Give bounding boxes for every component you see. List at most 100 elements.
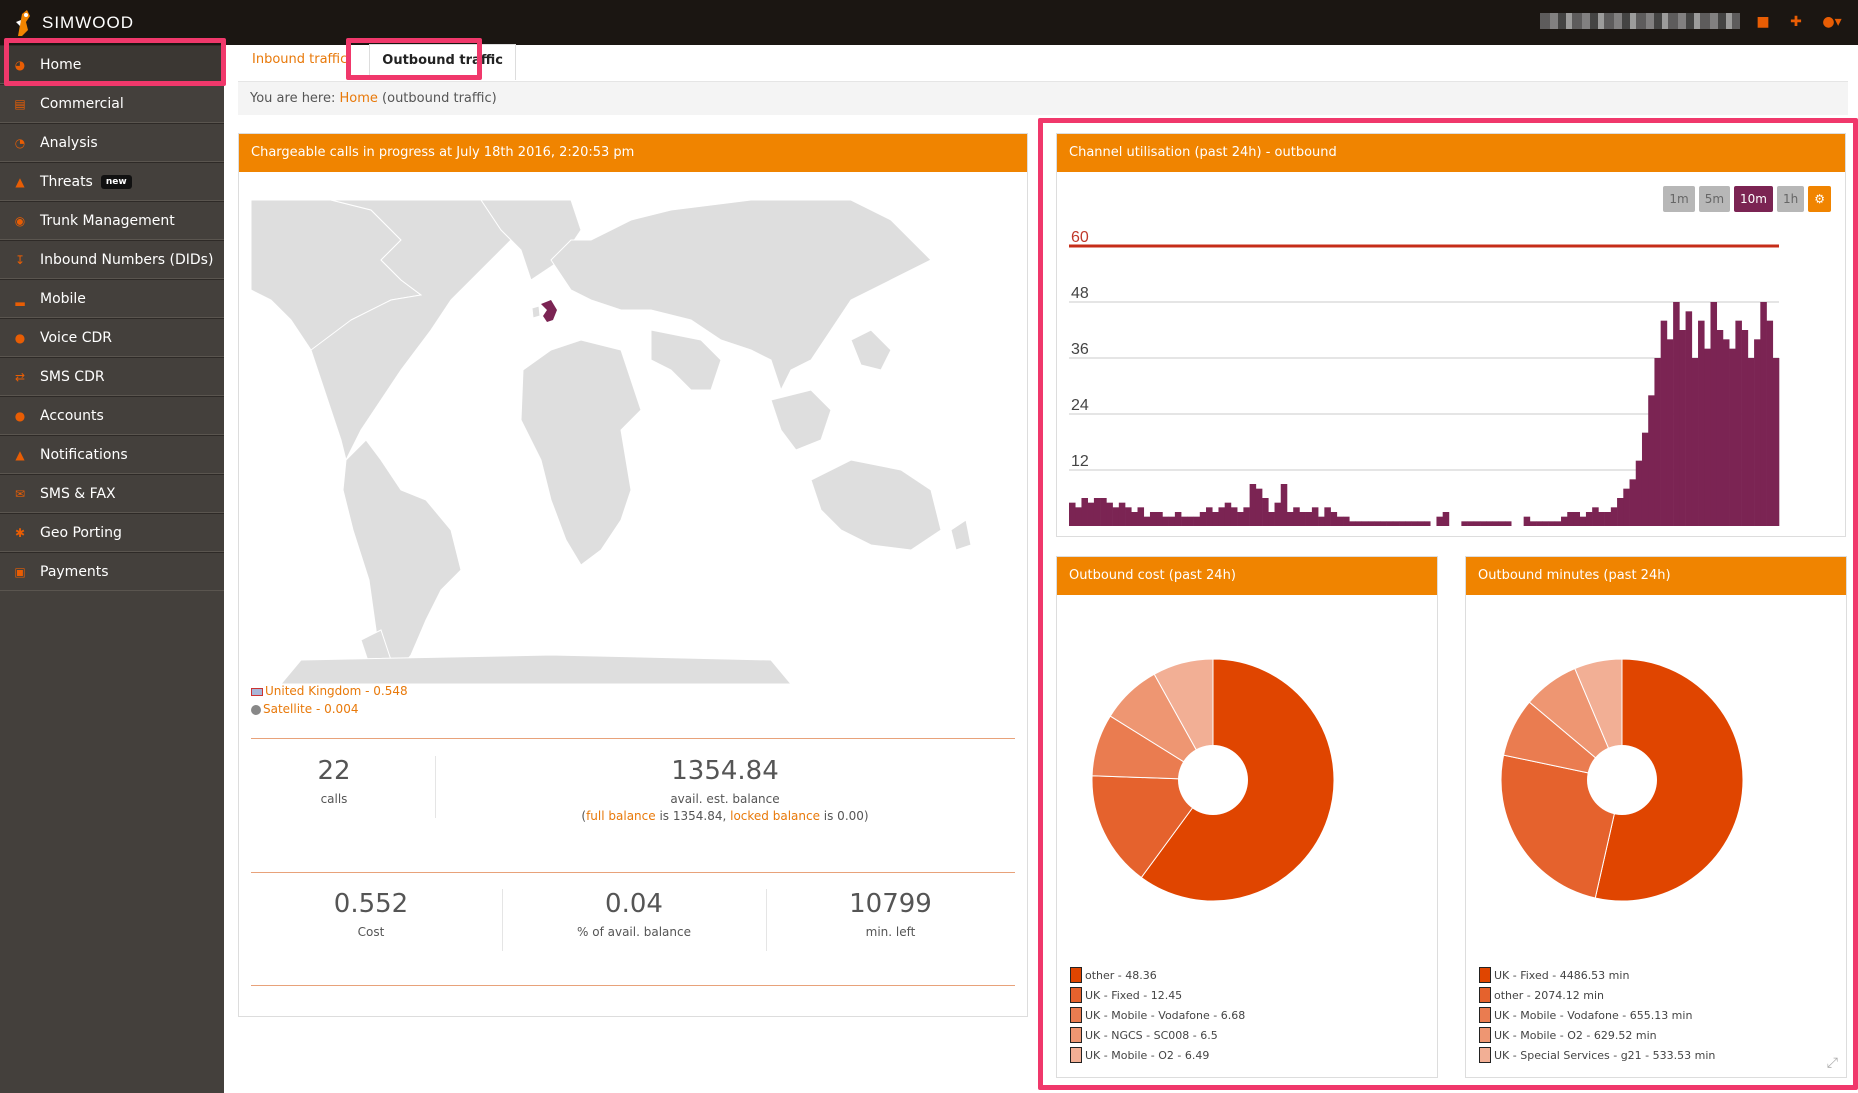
range-5m-button[interactable]: 5m — [1698, 186, 1731, 212]
country-row-satellite[interactable]: Satellite - 0.004 — [251, 700, 408, 718]
range-1h-button[interactable]: 1h — [1776, 186, 1805, 212]
chart-bar — [1729, 348, 1736, 526]
chart-bar — [1623, 488, 1630, 526]
gears-icon[interactable]: ⚙ — [1808, 186, 1831, 212]
legend-item[interactable]: UK - Mobile - O2 - 629.52 min — [1479, 1025, 1715, 1045]
country-uk-link[interactable]: United Kingdom - 0.548 — [265, 684, 408, 698]
chart-bar — [1585, 512, 1593, 526]
chart-bar — [1660, 320, 1668, 526]
legend-item[interactable]: other - 48.36 — [1070, 965, 1245, 985]
sidebar-item-inbound-numbers[interactable]: ↧ Inbound Numbers (DIDs) — [0, 240, 224, 279]
divider — [251, 738, 1015, 739]
chart-bar — [1436, 516, 1443, 526]
legend-swatch — [1070, 1027, 1082, 1043]
divider — [251, 985, 1015, 986]
country-row-uk[interactable]: United Kingdom - 0.548 — [251, 682, 408, 700]
outbound-cost-panel: Outbound cost (past 24h) other - 48.36 UK… — [1056, 556, 1438, 1078]
outbound-minutes-legend: UK - Fixed - 4486.53 min other - 2074.12 … — [1479, 965, 1715, 1065]
chat-icon: ● — [14, 330, 26, 345]
outbound-cost-pie — [1091, 658, 1335, 902]
chart-bar — [1548, 521, 1556, 526]
chart-bar — [1635, 460, 1643, 526]
sidebar-item-trunk-management[interactable]: ◉ Trunk Management — [0, 201, 224, 240]
legend-label: UK - Mobile - O2 - 6.49 — [1085, 1048, 1210, 1062]
full-balance-text: is 1354.84, — [655, 809, 731, 823]
sidebar-item-label: Home — [40, 56, 82, 73]
country-satellite-link[interactable]: Satellite - 0.004 — [263, 702, 359, 716]
chart-bar — [1174, 512, 1182, 526]
divider — [251, 872, 1015, 873]
chart-bar — [1112, 507, 1120, 526]
legend-swatch — [1479, 1007, 1491, 1023]
sidebar-item-notifications[interactable]: ▲ Notifications — [0, 435, 224, 474]
sidebar-item-analysis[interactable]: ◔ Analysis — [0, 123, 224, 162]
outbound-cost-legend: other - 48.36 UK - Fixed - 12.45 UK - Mobi… — [1070, 965, 1245, 1065]
chart-bar — [1610, 507, 1618, 526]
chart-bar — [1187, 516, 1194, 526]
legend-item[interactable]: other - 2074.12 min — [1479, 985, 1715, 1005]
chart-bar — [1486, 521, 1493, 526]
money-icon: ▣ — [14, 564, 26, 579]
chart-bar — [1168, 516, 1176, 526]
legend-label: other - 2074.12 min — [1494, 988, 1604, 1002]
support-icon[interactable]: ✚ — [1790, 14, 1802, 30]
chart-bar — [1523, 516, 1531, 526]
percent-balance-label: % of avail. balance — [577, 925, 691, 939]
chart-bar — [1343, 516, 1350, 526]
sidebar-item-label: Commercial — [40, 95, 124, 112]
sidebar-item-home[interactable]: ◕ Home — [0, 45, 224, 84]
legend-item[interactable]: UK - Fixed - 12.45 — [1070, 985, 1245, 1005]
legend-item[interactable]: UK - Special Services - g21 - 533.53 min — [1479, 1045, 1715, 1065]
range-10m-button[interactable]: 10m — [1734, 186, 1773, 212]
sidebar-item-sms-cdr[interactable]: ⇄ SMS CDR — [0, 357, 224, 396]
pie-slice[interactable] — [1091, 775, 1214, 879]
chat-icon[interactable]: ■ — [1756, 14, 1770, 30]
legend-item[interactable]: UK - NGCS - SC008 - 6.5 — [1070, 1025, 1245, 1045]
tab-outbound-traffic[interactable]: Outbound traffic — [369, 44, 516, 80]
sidebar-item-threats[interactable]: ▲ Threats new — [0, 162, 224, 201]
chart-bar — [1361, 521, 1369, 526]
chart-bar — [1230, 507, 1238, 526]
legend-item[interactable]: UK - Mobile - O2 - 6.49 — [1070, 1045, 1245, 1065]
sidebar-item-payments[interactable]: ▣ Payments — [0, 552, 224, 591]
chart-bar — [1747, 358, 1755, 526]
chart-bar — [1125, 507, 1132, 526]
legend-swatch — [1070, 987, 1082, 1003]
legend-item[interactable]: UK - Fixed - 4486.53 min — [1479, 965, 1715, 985]
sidebar-item-mobile[interactable]: ▂ Mobile — [0, 279, 224, 318]
pie-slice[interactable] — [1594, 658, 1744, 902]
chart-bar — [1666, 339, 1674, 526]
breadcrumb-home-link[interactable]: Home — [339, 91, 378, 106]
full-balance-link[interactable]: full balance — [586, 809, 656, 823]
sidebar-item-geo-porting[interactable]: ✱ Geo Porting — [0, 513, 224, 552]
chart-bar — [1224, 502, 1232, 526]
donut-hole — [1587, 745, 1657, 815]
speedometer-icon: ◕ — [14, 57, 26, 72]
chart-bar — [1367, 521, 1375, 526]
legend-label: UK - Mobile - Vodafone - 655.13 min — [1494, 1008, 1693, 1022]
chart-bar — [1218, 507, 1226, 526]
chart-bar — [1679, 330, 1686, 526]
cost-stat: 0.552 Cost — [251, 889, 491, 939]
sidebar-item-label: Analysis — [40, 134, 98, 151]
calls-label: calls — [320, 792, 348, 806]
chart-bar — [1542, 521, 1549, 526]
uk-highlight — [541, 300, 557, 322]
sidebar-item-commercial[interactable]: ▤ Commercial — [0, 84, 224, 123]
sidebar-item-label: Geo Porting — [40, 524, 122, 541]
legend-item[interactable]: UK - Mobile - Vodafone - 655.13 min — [1479, 1005, 1715, 1025]
tab-inbound-traffic[interactable]: Inbound traffic — [252, 52, 348, 67]
user-menu-icon[interactable]: ●▾ — [1822, 14, 1842, 30]
sidebar-item-sms-fax[interactable]: ✉ SMS & FAX — [0, 474, 224, 513]
percent-balance-stat: 0.04 % of avail. balance — [502, 889, 766, 939]
expand-icon[interactable]: ⤢ — [1826, 1055, 1838, 1071]
sidebar-item-accounts[interactable]: ● Accounts — [0, 396, 224, 435]
logo[interactable]: SIMWOOD — [12, 5, 134, 41]
legend-item[interactable]: UK - Mobile - Vodafone - 6.68 — [1070, 1005, 1245, 1025]
chart-bar — [1461, 521, 1468, 526]
locked-balance-link[interactable]: locked balance — [730, 809, 820, 823]
chart-bar — [1754, 339, 1761, 526]
range-1m-button[interactable]: 1m — [1663, 186, 1695, 212]
sidebar-item-voice-cdr[interactable]: ● Voice CDR — [0, 318, 224, 357]
sidebar-item-label: Payments — [40, 563, 109, 580]
